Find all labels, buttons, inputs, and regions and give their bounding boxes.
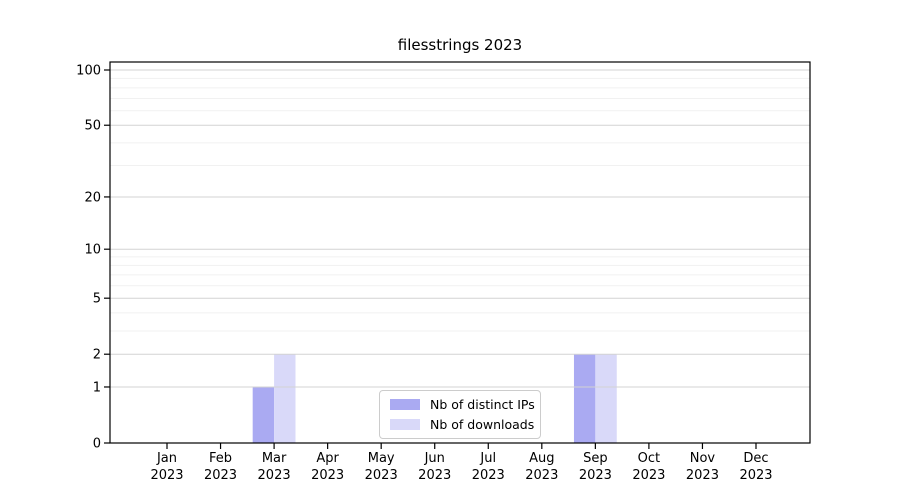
- x-tick-label-may: May 2023: [365, 451, 398, 483]
- y-tick-label-100: 100: [76, 64, 101, 79]
- legend: Nb of distinct IPs Nb of downloads: [379, 390, 541, 439]
- x-tick-label-dec: Dec 2023: [739, 451, 772, 483]
- y-tick-label-20: 20: [84, 190, 101, 205]
- x-tick-label-oct: Oct 2023: [632, 451, 665, 483]
- chart-title: filesstrings 2023: [397, 36, 523, 54]
- x-tick-label-aug: Aug 2023: [525, 451, 558, 483]
- x-tick-label-feb: Feb 2023: [204, 451, 237, 483]
- legend-label-distinct-ips: Nb of distinct IPs: [430, 397, 535, 412]
- legend-swatch-downloads-icon: [390, 419, 420, 430]
- y-tick-label-10: 10: [84, 243, 101, 258]
- legend-label-downloads: Nb of downloads: [430, 417, 535, 432]
- x-tick-label-apr: Apr 2023: [311, 451, 344, 483]
- bar-nb-of-distinct-ips-sep: [573, 354, 596, 443]
- bar-nb-of-distinct-ips-mar: [252, 386, 275, 443]
- y-tick-label-50: 50: [84, 119, 101, 134]
- legend-entry-distinct-ips: Nb of distinct IPs: [386, 396, 535, 413]
- x-tick-label-jul: Jul 2023: [472, 451, 505, 483]
- plot-border: [109, 61, 811, 444]
- y-tick-label-1: 1: [93, 380, 101, 395]
- legend-entry-downloads: Nb of downloads: [386, 416, 535, 433]
- y-tick-label-0: 0: [93, 437, 101, 452]
- x-tick-label-nov: Nov 2023: [686, 451, 719, 483]
- bar-nb-of-downloads-sep: [595, 354, 617, 443]
- x-tick-label-mar: Mar 2023: [258, 451, 291, 483]
- y-tick-label-2: 2: [93, 348, 101, 363]
- y-tick-label-5: 5: [93, 292, 101, 307]
- legend-swatch-distinct-ips-icon: [390, 399, 420, 410]
- x-tick-label-sep: Sep 2023: [579, 451, 612, 483]
- bar-nb-of-downloads-mar: [274, 354, 296, 443]
- x-tick-label-jun: Jun 2023: [418, 451, 451, 483]
- x-tick-label-jan: Jan 2023: [150, 451, 183, 483]
